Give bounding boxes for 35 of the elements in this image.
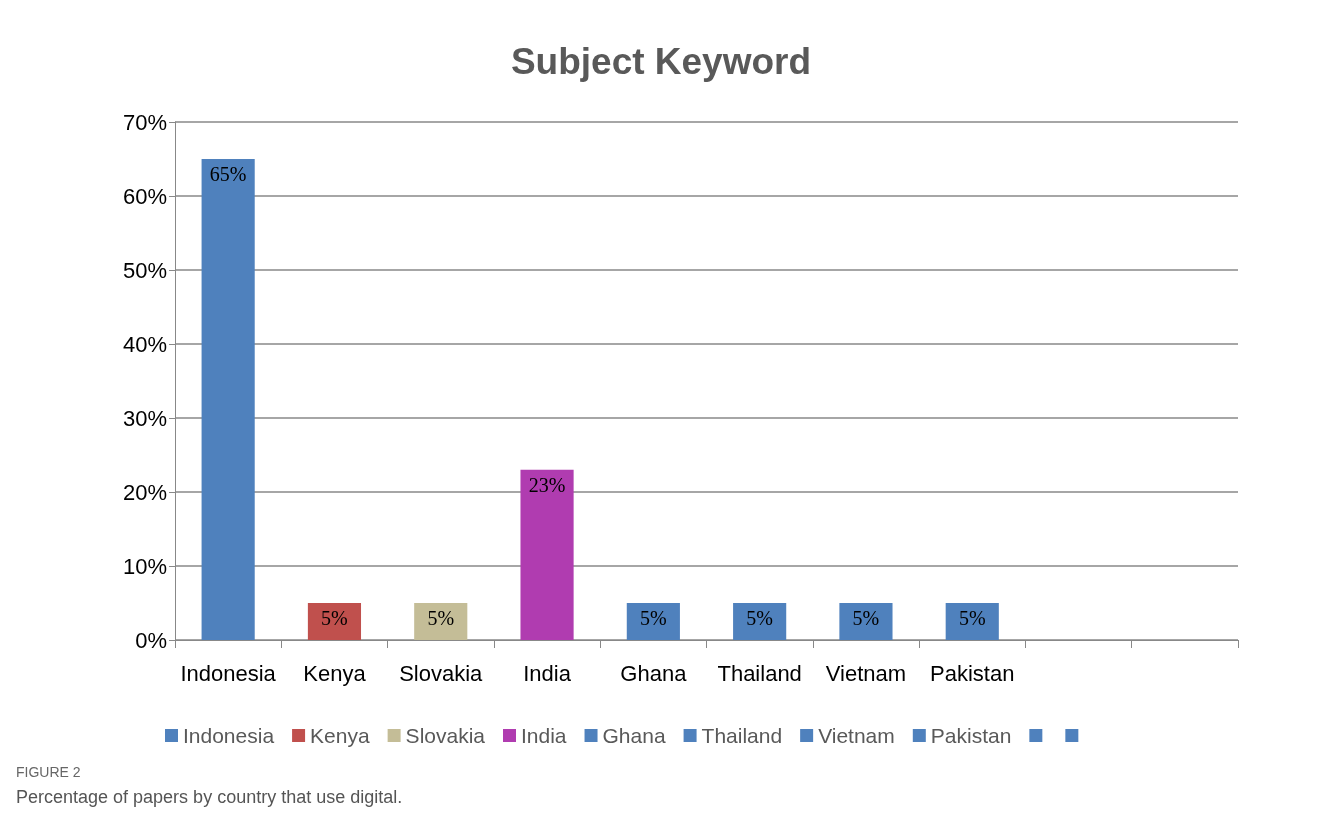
x-tick-label: Kenya (303, 660, 367, 686)
x-tick-label: Slovakia (399, 660, 484, 686)
legend-label: Vietnam (818, 724, 895, 747)
y-tick-label: 40% (122, 331, 167, 357)
y-tick-label: 10% (122, 553, 167, 579)
legend-label: Ghana (602, 724, 666, 747)
caption: FIGURE 2 (16, 764, 81, 780)
data-label: 5% (640, 607, 667, 629)
x-tick-label: Pakistan (930, 660, 1015, 686)
x-tick-label: Vietnam (825, 660, 907, 686)
y-tick-label: 70% (122, 109, 167, 135)
data-label: 5% (852, 607, 880, 629)
legend-label: Indonesia (183, 724, 275, 747)
y-tick-label: 50% (122, 257, 167, 283)
x-tick-label: India (523, 660, 572, 686)
data-label: 5% (958, 607, 986, 629)
legend-label: India (521, 724, 567, 747)
legend-label: Thailand (701, 724, 783, 747)
data-label: 5% (427, 607, 455, 629)
y-tick-label: 20% (122, 479, 167, 505)
data-label: 23% (528, 473, 566, 496)
y-tick-label: 60% (122, 183, 167, 209)
x-tick-label: Thailand (717, 660, 802, 686)
data-label: 5% (746, 607, 773, 629)
data-label: 5% (321, 607, 348, 629)
chart-title: Subject Keyword (510, 41, 812, 82)
legend-label: Kenya (310, 724, 370, 747)
text: Percentage of papers by country that use digital. (16, 787, 403, 807)
y-tick-label: 0% (135, 627, 167, 653)
x-tick-label: Indonesia (180, 660, 277, 686)
legend-label: Pakistan (930, 724, 1012, 747)
y-tick-label: 30% (122, 405, 167, 431)
data-label: 65% (209, 163, 247, 185)
legend-label: Slovakia (405, 724, 486, 747)
x-tick-label: Ghana (620, 660, 688, 686)
